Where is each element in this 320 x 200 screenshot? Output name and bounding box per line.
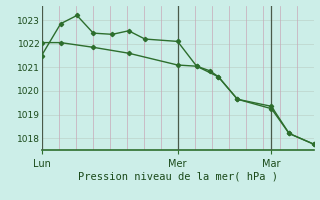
X-axis label: Pression niveau de la mer( hPa ): Pression niveau de la mer( hPa ): [77, 172, 278, 182]
